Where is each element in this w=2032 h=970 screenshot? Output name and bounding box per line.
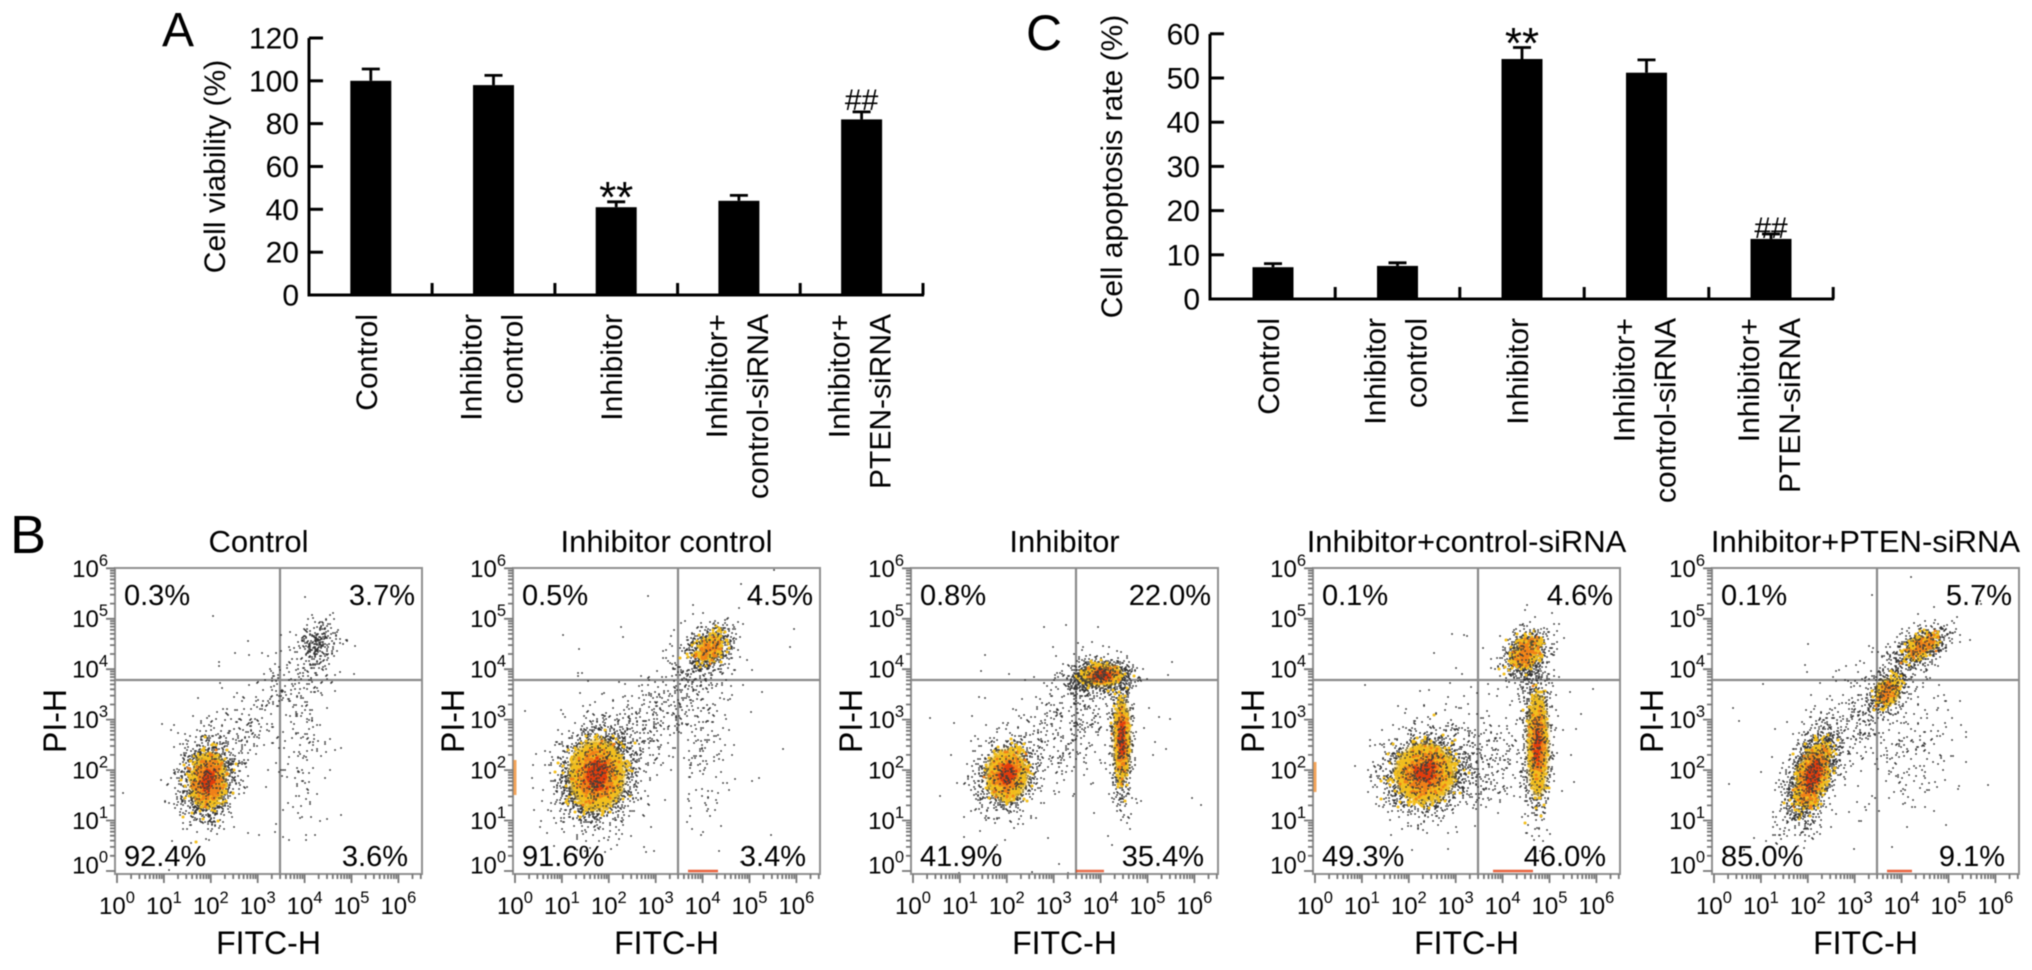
svg-text:##: ## xyxy=(845,84,879,117)
svg-text:60: 60 xyxy=(266,151,299,184)
svg-text:FITC-H: FITC-H xyxy=(614,925,719,961)
svg-text:Inhibitor: Inhibitor xyxy=(1360,318,1393,425)
svg-text:PI-H: PI-H xyxy=(37,689,73,753)
svg-text:80: 80 xyxy=(266,108,299,141)
svg-text:control-siRNA: control-siRNA xyxy=(1650,318,1683,503)
svg-text:50: 50 xyxy=(1167,63,1200,96)
svg-text:0.5%: 0.5% xyxy=(522,580,588,612)
svg-text:10: 10 xyxy=(1167,239,1200,272)
svg-text:PTEN-siRNA: PTEN-siRNA xyxy=(865,314,898,489)
svg-text:PI-H: PI-H xyxy=(1235,689,1271,753)
svg-text:**: ** xyxy=(599,173,633,222)
svg-text:46.0%: 46.0% xyxy=(1524,841,1606,873)
svg-text:49.3%: 49.3% xyxy=(1322,841,1404,873)
svg-text:103: 103 xyxy=(1837,889,1873,920)
svg-text:0: 0 xyxy=(282,280,299,313)
svg-text:PI-H: PI-H xyxy=(1634,689,1670,753)
svg-text:101: 101 xyxy=(1270,804,1306,835)
svg-text:100: 100 xyxy=(249,65,299,98)
svg-text:0: 0 xyxy=(1183,284,1200,317)
svg-text:5.7%: 5.7% xyxy=(1946,580,2012,612)
svg-text:100: 100 xyxy=(99,889,135,920)
svg-text:Inhibitor+control-siRNA: Inhibitor+control-siRNA xyxy=(1307,524,1627,559)
svg-text:PI-H: PI-H xyxy=(435,689,471,753)
svg-text:C: C xyxy=(1026,5,1062,61)
svg-text:Inhibitor: Inhibitor xyxy=(456,314,489,421)
svg-text:control: control xyxy=(1401,318,1434,408)
svg-text:FITC-H: FITC-H xyxy=(1813,925,1918,961)
svg-text:control: control xyxy=(497,314,530,404)
svg-text:Inhibitor: Inhibitor xyxy=(1502,318,1535,425)
svg-text:Control: Control xyxy=(351,314,384,411)
svg-text:35.4%: 35.4% xyxy=(1122,841,1204,873)
svg-text:0.1%: 0.1% xyxy=(1322,580,1388,612)
svg-text:85.0%: 85.0% xyxy=(1721,841,1803,873)
svg-text:4.6%: 4.6% xyxy=(1547,580,1613,612)
svg-text:Inhibitor+: Inhibitor+ xyxy=(701,314,734,438)
svg-text:20: 20 xyxy=(266,237,299,270)
svg-text:3.4%: 3.4% xyxy=(740,841,806,873)
svg-text:A: A xyxy=(162,4,194,57)
svg-text:104: 104 xyxy=(685,889,721,920)
svg-text:0.1%: 0.1% xyxy=(1721,580,1787,612)
svg-text:FITC-H: FITC-H xyxy=(1012,925,1117,961)
svg-text:0.3%: 0.3% xyxy=(124,580,190,612)
svg-text:##: ## xyxy=(1754,212,1788,245)
svg-text:FITC-H: FITC-H xyxy=(1414,925,1519,961)
svg-text:Inhibitor+: Inhibitor+ xyxy=(824,314,857,438)
svg-text:106: 106 xyxy=(1669,552,1705,583)
svg-text:PTEN-siRNA: PTEN-siRNA xyxy=(1774,318,1807,493)
svg-text:30: 30 xyxy=(1167,151,1200,184)
svg-text:106: 106 xyxy=(470,552,506,583)
svg-text:Cell apoptosis rate (%): Cell apoptosis rate (%) xyxy=(1096,15,1129,318)
svg-text:Control: Control xyxy=(1253,318,1286,415)
svg-text:41.9%: 41.9% xyxy=(920,841,1002,873)
svg-text:Inhibitor+: Inhibitor+ xyxy=(1609,318,1642,442)
svg-text:120: 120 xyxy=(249,23,299,56)
svg-text:92.4%: 92.4% xyxy=(124,841,206,873)
svg-text:Control: Control xyxy=(209,524,309,559)
svg-text:Cell viability (%): Cell viability (%) xyxy=(199,60,232,273)
svg-text:Inhibitor: Inhibitor xyxy=(1009,524,1119,559)
svg-text:9.1%: 9.1% xyxy=(1939,841,2005,873)
svg-text:91.6%: 91.6% xyxy=(522,841,604,873)
svg-text:FITC-H: FITC-H xyxy=(216,925,321,961)
svg-text:3.7%: 3.7% xyxy=(349,580,415,612)
svg-text:B: B xyxy=(10,505,46,565)
svg-text:Inhibitor+PTEN-siRNA: Inhibitor+PTEN-siRNA xyxy=(1711,524,2021,559)
svg-text:4.5%: 4.5% xyxy=(747,580,813,612)
svg-text:20: 20 xyxy=(1167,195,1200,228)
svg-text:PI-H: PI-H xyxy=(833,689,869,753)
svg-text:**: ** xyxy=(1505,19,1539,68)
svg-text:Inhibitor+: Inhibitor+ xyxy=(1733,318,1766,442)
svg-text:60: 60 xyxy=(1167,18,1200,51)
svg-text:0.8%: 0.8% xyxy=(920,580,986,612)
svg-text:22.0%: 22.0% xyxy=(1129,580,1211,612)
svg-text:3.6%: 3.6% xyxy=(342,841,408,873)
svg-text:Inhibitor control: Inhibitor control xyxy=(561,524,773,559)
svg-text:40: 40 xyxy=(266,194,299,227)
svg-text:Inhibitor: Inhibitor xyxy=(596,314,629,421)
svg-text:control-siRNA: control-siRNA xyxy=(742,314,775,499)
svg-text:40: 40 xyxy=(1167,107,1200,140)
